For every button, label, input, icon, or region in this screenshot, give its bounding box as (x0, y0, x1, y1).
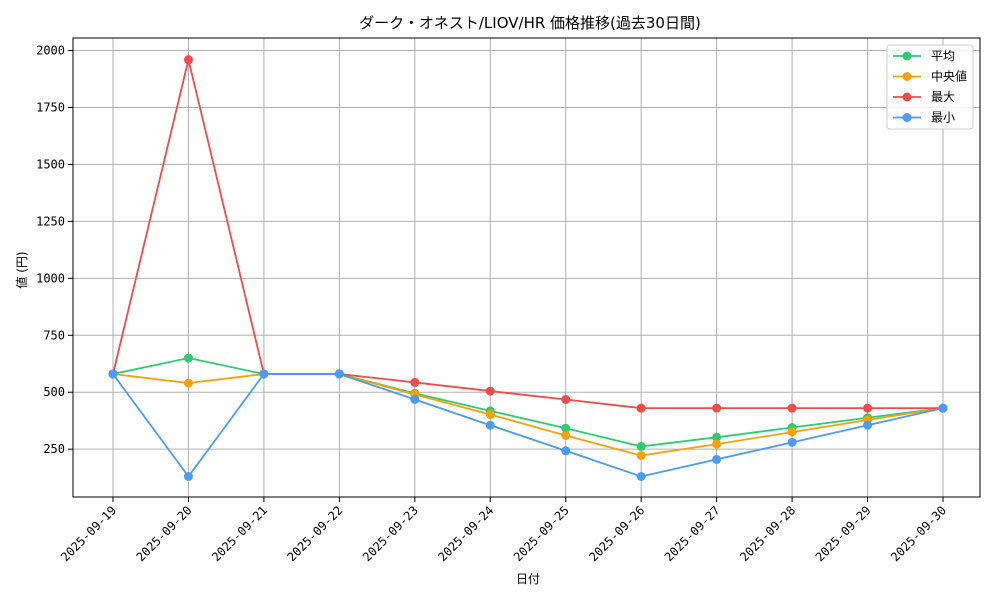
data-point (561, 395, 571, 405)
x-tick-label: 2025-09-28 (737, 503, 798, 564)
series-line-最大 (112, 59, 943, 410)
data-point (938, 403, 948, 413)
data-point (410, 395, 420, 405)
data-point (183, 55, 193, 65)
series-layer (108, 55, 948, 481)
plot-frame (72, 37, 981, 498)
legend-marker (902, 51, 912, 61)
series-line-中央値 (112, 373, 944, 457)
x-tick-label: 2025-09-20 (134, 503, 195, 564)
data-point (259, 369, 269, 379)
data-point (485, 410, 495, 420)
series-line-最小 (112, 373, 944, 479)
data-point (485, 386, 495, 396)
x-axis-label: 日付 (516, 572, 540, 586)
legend-box (886, 44, 974, 130)
series-line-平均 (112, 357, 944, 448)
data-point (636, 451, 646, 461)
grid (73, 38, 980, 497)
legend-marker (902, 92, 912, 102)
legend-entry: 最小 (931, 111, 955, 125)
y-axis-label: 値 (円) (14, 251, 29, 288)
x-tick-label: 2025-09-27 (662, 503, 723, 564)
y-tick-label: 1000 (36, 271, 65, 285)
data-point (712, 432, 722, 442)
data-point (183, 471, 193, 481)
data-point (712, 454, 722, 464)
y-tick-label: 500 (43, 385, 65, 399)
data-point (183, 378, 193, 388)
data-point (787, 427, 797, 437)
data-point (787, 403, 797, 413)
data-point (108, 369, 118, 379)
y-tick-label: 750 (43, 328, 65, 342)
x-tick-label: 2025-09-19 (58, 503, 119, 564)
data-point (636, 441, 646, 451)
data-point (712, 439, 722, 449)
x-tick-label: 2025-09-26 (586, 503, 647, 564)
x-tick-label: 2025-09-22 (284, 503, 345, 564)
data-point (410, 377, 420, 387)
legend-entry: 平均 (931, 49, 955, 63)
data-point (863, 420, 873, 430)
x-tick-label: 2025-09-30 (888, 503, 949, 564)
legend-marker (902, 72, 912, 81)
data-point (787, 437, 797, 447)
y-tick-label: 1500 (36, 157, 65, 171)
data-point (183, 353, 193, 363)
data-point (712, 403, 722, 413)
data-point (561, 430, 571, 440)
y-tick-label: 1250 (36, 214, 65, 228)
x-tick-label: 2025-09-25 (511, 503, 572, 564)
x-tick-label: 2025-09-23 (360, 503, 421, 564)
x-tick-label: 2025-09-21 (209, 503, 270, 564)
data-point (485, 420, 495, 430)
data-point (636, 403, 646, 413)
y-tick-label: 1750 (36, 100, 65, 114)
data-point (561, 446, 571, 456)
data-point (863, 403, 873, 413)
x-tick-label: 2025-09-29 (813, 503, 874, 564)
y-tick-label: 250 (43, 442, 65, 456)
data-point (334, 369, 344, 379)
data-point (561, 423, 571, 433)
y-tick-label: 2000 (36, 44, 65, 58)
legend-entry: 中央値 (931, 69, 967, 84)
chart-title: ダーク・オネスト/LIOV/HR 価格推移(過去30日間) (359, 14, 701, 32)
x-tick-label: 2025-09-24 (435, 503, 496, 564)
legend-entry: 最大 (931, 90, 955, 104)
legend-marker (902, 113, 912, 122)
data-point (636, 471, 646, 481)
